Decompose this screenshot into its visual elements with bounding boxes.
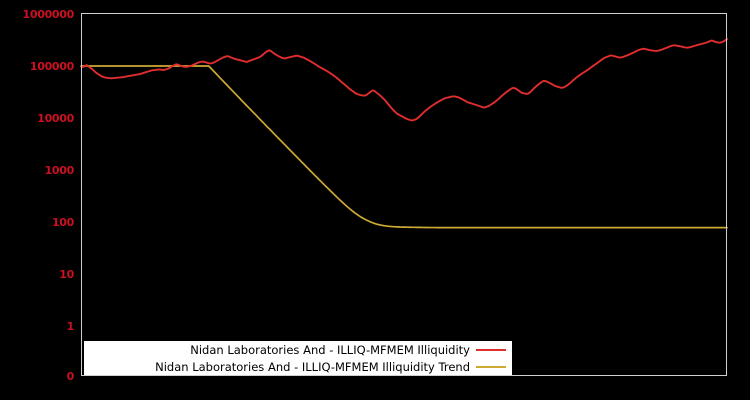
y-tick-label-1000: 1000 <box>44 164 75 177</box>
y-tick-label-10000: 10000 <box>37 112 74 125</box>
y-tick-label-10: 10 <box>59 268 74 281</box>
y-tick-label-1: 1 <box>66 320 75 333</box>
legend-entry-illiquidity-trend: Nidan Laboratories And - ILLIQ-MFMEM Ill… <box>84 358 512 375</box>
legend-color-swatch-illiquidity-trend <box>476 365 506 368</box>
legend-entry-illiquidity: Nidan Laboratories And - ILLIQ-MFMEM Ill… <box>84 341 512 358</box>
chart-legend: Nidan Laboratories And - ILLIQ-MFMEM Ill… <box>84 341 512 375</box>
plot-area-frame <box>81 13 727 376</box>
legend-color-swatch-illiquidity <box>476 348 506 351</box>
y-tick-label-0: 0 <box>66 370 75 383</box>
series-line-illiquidity-trend <box>80 38 728 122</box>
series-group <box>80 38 728 229</box>
y-tick-label-1000000: 1000000 <box>22 8 75 21</box>
legend-label-illiquidity: Nidan Laboratories And - ILLIQ-MFMEM Ill… <box>190 342 470 357</box>
legend-label-illiquidity-trend: Nidan Laboratories And - ILLIQ-MFMEM Ill… <box>155 359 470 374</box>
y-tick-label-100000: 100000 <box>29 60 74 73</box>
y-tick-label-100: 100 <box>51 216 74 229</box>
